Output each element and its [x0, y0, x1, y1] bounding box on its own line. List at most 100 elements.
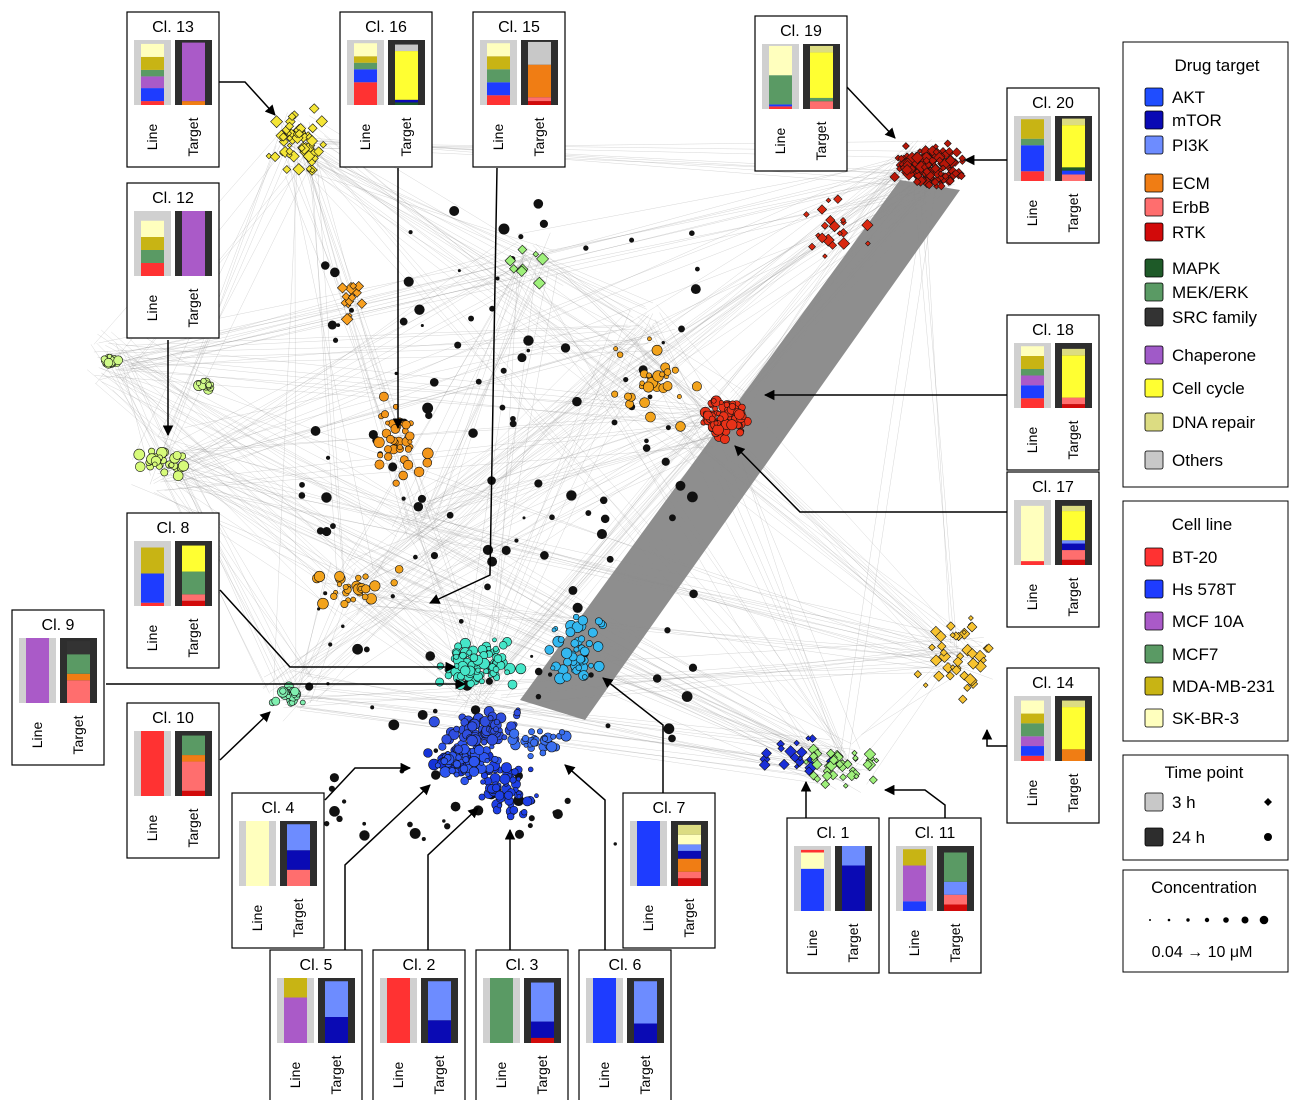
- network-edge: [464, 267, 550, 675]
- network-edge: [274, 133, 948, 650]
- cluster-17-arrow: [734, 445, 1007, 513]
- line-bar-segment: [490, 978, 513, 1043]
- network-node: [689, 589, 698, 599]
- cluster-title: Cl. 12: [152, 190, 194, 207]
- network-node: [639, 380, 645, 386]
- network-node: [496, 803, 503, 809]
- target-bar-segment: [678, 834, 701, 845]
- network-edge: [179, 486, 954, 643]
- network-node: [594, 617, 603, 626]
- network-node: [493, 654, 503, 664]
- network-node: [941, 172, 950, 180]
- network-node: [711, 398, 717, 404]
- target-bar-segment: [528, 101, 551, 105]
- network-edge: [715, 146, 914, 435]
- network-edge: [535, 243, 710, 416]
- network-node: [432, 708, 438, 714]
- network-node: [133, 448, 145, 461]
- network-node: [713, 420, 719, 426]
- line-bar-segment: [1021, 145, 1044, 172]
- line-bar-segment: [487, 95, 510, 105]
- target-axis-label: Target: [1065, 420, 1081, 459]
- network-node: [596, 529, 607, 540]
- network-node: [468, 315, 474, 322]
- network-node: [839, 773, 847, 782]
- network-edge: [106, 350, 168, 467]
- network-node: [967, 615, 974, 621]
- legend-swatch: [1144, 307, 1164, 327]
- network-node: [493, 726, 499, 733]
- network-node: [470, 705, 481, 715]
- network-node: [454, 341, 462, 349]
- network-node: [983, 643, 994, 654]
- network-edge: [287, 685, 834, 750]
- drug-target-legend-title: Drug target: [1174, 56, 1259, 75]
- network-edge: [435, 328, 643, 530]
- network-edge: [307, 159, 648, 310]
- network-node: [937, 181, 946, 191]
- network-edge: [362, 588, 827, 786]
- network-edge: [269, 404, 720, 692]
- line-axis-label: Line: [390, 1062, 406, 1089]
- network-node: [623, 376, 629, 383]
- network-edge: [404, 166, 953, 500]
- network-node: [404, 445, 412, 453]
- network-edge: [164, 241, 519, 475]
- line-bar-segment: [769, 45, 792, 76]
- network-edge: [174, 328, 676, 467]
- line-bar-segment: [1021, 385, 1044, 399]
- legend-label: RTK: [1172, 223, 1206, 242]
- network-edge: [347, 593, 950, 661]
- network-node: [195, 380, 202, 386]
- network-edge: [184, 445, 415, 507]
- network-node: [455, 754, 462, 761]
- network-edge: [481, 407, 718, 689]
- line-bar-segment: [141, 220, 164, 237]
- network-edge: [283, 153, 436, 514]
- network-node: [825, 215, 836, 226]
- network-node: [399, 317, 408, 326]
- network-node: [361, 584, 371, 594]
- network-node: [300, 699, 306, 706]
- network-edge: [426, 261, 545, 516]
- target-axis-label: Target: [637, 1055, 653, 1094]
- network-node: [676, 394, 682, 399]
- network-node: [417, 494, 426, 503]
- network-edge: [285, 693, 853, 769]
- network-node: [394, 565, 404, 574]
- cluster-4-arrow: [324, 762, 412, 801]
- network-node: [390, 594, 395, 599]
- network-edge: [120, 328, 636, 370]
- network-node: [481, 739, 488, 746]
- network-node: [506, 812, 515, 821]
- network-node: [327, 320, 337, 330]
- network-edge: [131, 367, 703, 428]
- legend-swatch: [1144, 173, 1164, 193]
- network-node: [541, 735, 549, 742]
- network-edge: [297, 575, 347, 691]
- target-bar-segment: [395, 44, 418, 52]
- network-edge: [285, 175, 423, 521]
- network-node: [897, 154, 906, 163]
- network-edge: [126, 324, 628, 346]
- network-edge: [280, 694, 489, 716]
- network-edge: [131, 154, 908, 366]
- target-axis-label: Target: [328, 1055, 344, 1094]
- target-bar-segment: [67, 673, 90, 681]
- network-node: [668, 734, 676, 743]
- network-edge: [304, 329, 648, 677]
- network-edge: [285, 135, 564, 286]
- line-bar-segment: [637, 821, 660, 886]
- network-edge: [272, 153, 298, 707]
- network-node: [523, 742, 529, 748]
- network-node: [805, 735, 812, 742]
- network-edge: [297, 706, 848, 774]
- network-node: [313, 570, 326, 583]
- target-bar-segment: [325, 981, 348, 1017]
- target-bar-segment: [842, 865, 865, 911]
- network-node: [951, 169, 961, 178]
- cluster-insets: Cl. 1 Line Target Cl. 2 Line Target Cl. 3 Line T…: [11, 11, 1100, 1100]
- line-bar-segment: [141, 250, 164, 263]
- network-node: [712, 405, 718, 412]
- network-edge: [412, 429, 737, 521]
